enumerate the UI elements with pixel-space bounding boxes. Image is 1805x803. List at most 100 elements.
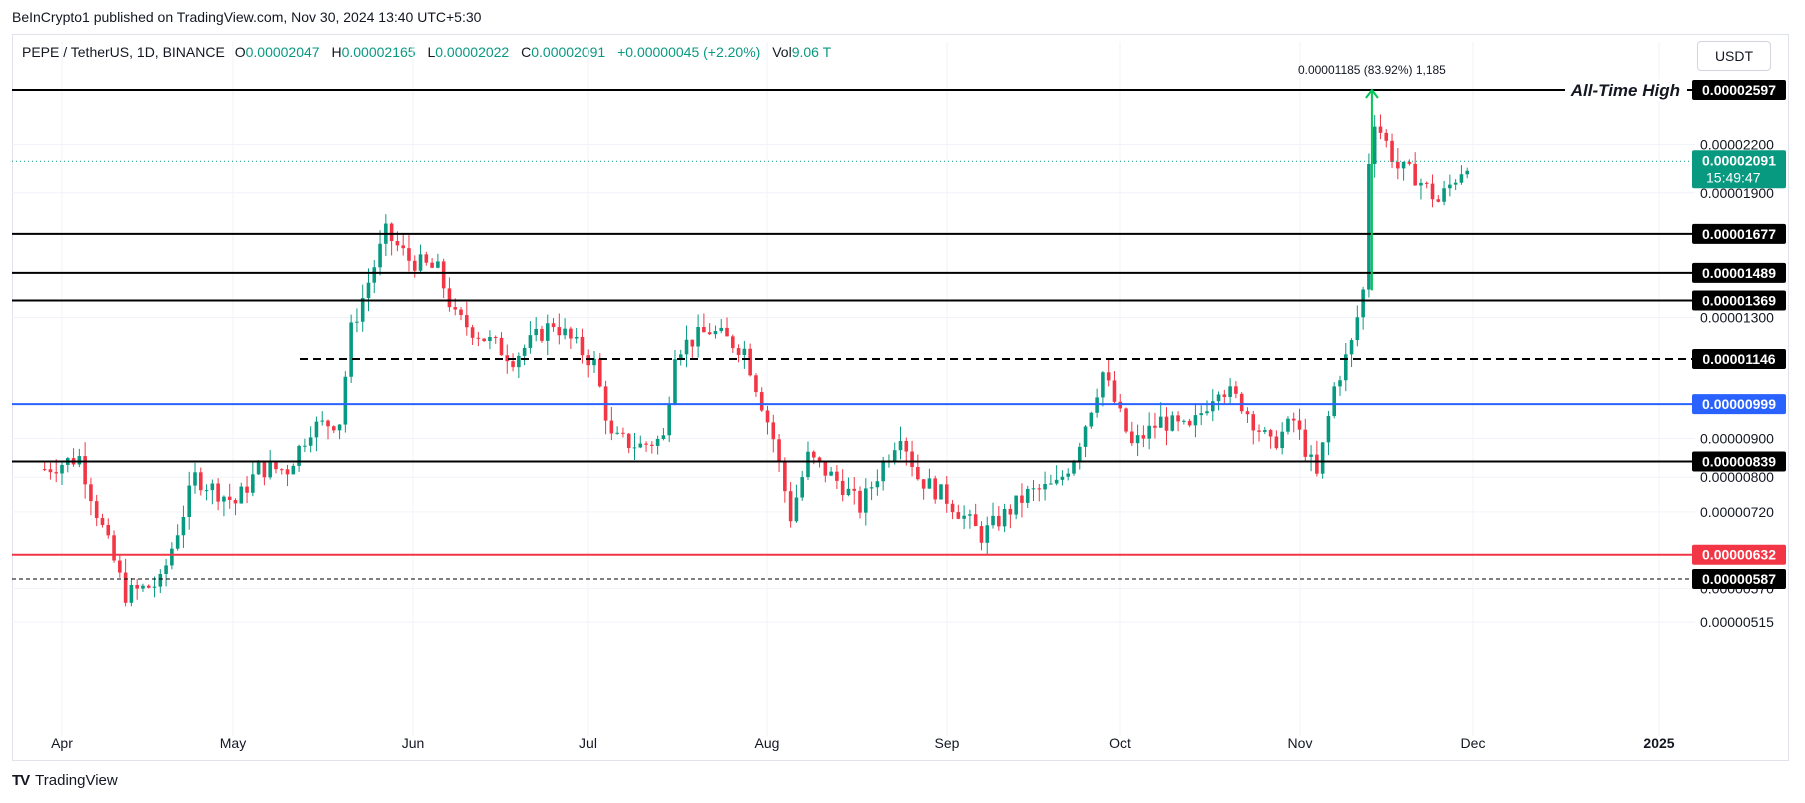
candle-body (1315, 454, 1319, 474)
candle-body (1147, 425, 1151, 439)
level-price-tag (1692, 290, 1786, 311)
ohlc-legend: PEPE / TetherUS, 1D, BINANCE O0.00002047… (22, 44, 839, 60)
candle-body (1164, 416, 1169, 431)
open-value: 0.00002047 (245, 44, 320, 60)
candle-body (1222, 394, 1227, 397)
candle-body (748, 348, 752, 376)
candle-body (83, 456, 87, 485)
price-chart[interactable]: Apr May Jun Jul Aug Sep Oct Nov Dec 2025 0.0000220… (0, 0, 1805, 770)
candle-body (574, 336, 579, 339)
candle-body (453, 307, 458, 310)
candle-body (1228, 386, 1232, 397)
candle-body (713, 331, 718, 335)
candle-body (1453, 182, 1458, 185)
x-tick-label: Oct (1109, 735, 1131, 751)
candle-body (349, 322, 353, 377)
candle-body (1210, 401, 1215, 412)
candle-body (904, 441, 909, 452)
candle-body (528, 335, 533, 348)
candle-body (482, 338, 486, 342)
change-value: +0.00000045 (+2.20%) (617, 44, 761, 60)
chart-frame (12, 34, 1789, 761)
candle-body (187, 485, 192, 517)
candle-body (707, 332, 712, 335)
candle-body (129, 584, 134, 603)
tradingview-wordmark: TradingView (35, 772, 118, 789)
candle-body (638, 443, 643, 448)
candle-body (245, 486, 249, 493)
candle-body (846, 488, 851, 496)
candle-body (557, 327, 562, 336)
candle-body (1245, 411, 1250, 415)
candle-body (412, 260, 417, 271)
candle-body (1124, 408, 1128, 432)
candle-body (146, 585, 151, 588)
candle-body (1263, 430, 1267, 432)
currency-button[interactable]: USDT (1697, 41, 1771, 71)
candle-body (1193, 415, 1198, 426)
candle-body (788, 491, 793, 522)
candle-body (517, 355, 521, 368)
candle-body (1459, 174, 1464, 183)
candle-body (441, 261, 446, 289)
candle-body (100, 517, 105, 525)
candle-body (54, 472, 59, 474)
x-tick-label: 2025 (1643, 735, 1674, 751)
candle-body (1182, 420, 1186, 422)
candle-body (1396, 161, 1400, 169)
candle-body (1320, 442, 1325, 474)
candle-body (673, 359, 677, 404)
candle-body (1089, 412, 1094, 427)
candle-body (1239, 393, 1244, 412)
candle-body (615, 432, 619, 434)
candle-body (493, 336, 498, 338)
candle-body (1135, 435, 1140, 444)
candle-body (1332, 386, 1337, 417)
candle-body (1187, 420, 1192, 426)
candle-body (389, 223, 394, 242)
close-value: 0.00002091 (531, 44, 606, 60)
candle-body (291, 465, 296, 475)
candle-body (1372, 126, 1377, 164)
candle-body (1170, 415, 1175, 431)
candle-body (580, 336, 585, 356)
level-price-tag (1692, 80, 1786, 100)
candle-body (973, 514, 978, 527)
candle-body (308, 437, 313, 446)
candle-body (94, 501, 99, 518)
symbol-label[interactable]: PEPE / TetherUS, 1D, BINANCE (22, 44, 225, 60)
candle-body (1343, 354, 1348, 381)
candle-body (910, 451, 914, 468)
candle-body (1060, 476, 1065, 480)
candle-body (759, 392, 764, 411)
candle-body (921, 479, 926, 489)
candle-body (42, 469, 47, 471)
candle-body (1049, 483, 1053, 485)
candle-body (754, 375, 758, 393)
candle-body (1205, 411, 1209, 414)
candle-body (777, 439, 781, 462)
candle-body (852, 488, 857, 491)
candle-body (1216, 394, 1221, 402)
candle-body (1008, 508, 1013, 515)
level-price-label: 0.00001677 (1702, 226, 1776, 242)
candle-body (118, 560, 122, 573)
tradingview-brand[interactable]: TV TradingView (12, 772, 118, 789)
candle-body (256, 462, 261, 475)
y-tick-label: 0.00001300 (1700, 310, 1774, 326)
candle-body (505, 355, 510, 362)
candle-body (522, 347, 527, 356)
candle-body (794, 497, 799, 522)
candle-body (222, 496, 226, 502)
candle-body (997, 515, 1001, 527)
candle-body (563, 328, 567, 336)
candle-body (233, 500, 238, 504)
candle-body (198, 472, 203, 491)
y-tick-label: 0.00001900 (1700, 185, 1774, 201)
candle-body (1251, 414, 1256, 431)
candle-body (678, 354, 683, 360)
candle-body (1141, 435, 1146, 439)
candle-body (1436, 199, 1441, 202)
candle-body (1338, 380, 1342, 387)
candle-body (372, 267, 377, 283)
